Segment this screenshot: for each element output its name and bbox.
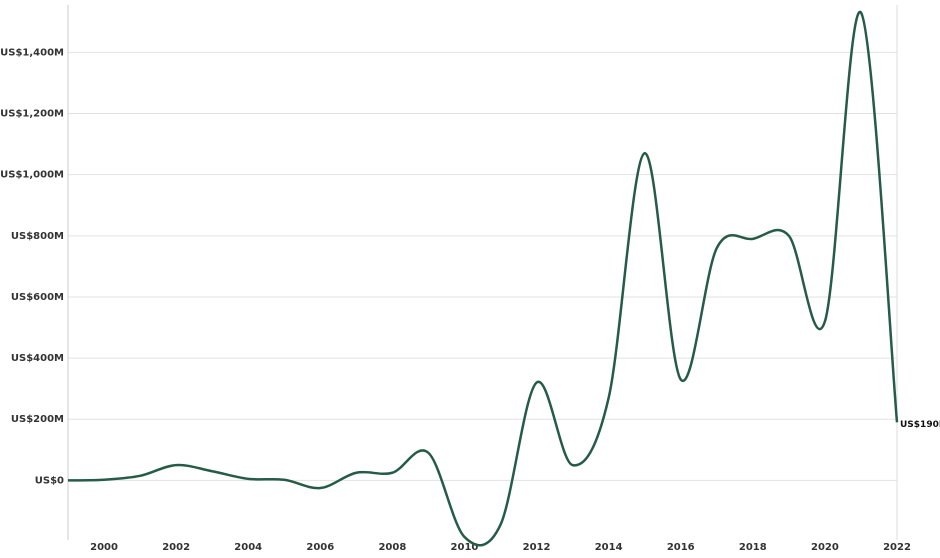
x-tick-label: 2014 bbox=[595, 542, 623, 553]
x-tick-label: 2000 bbox=[90, 542, 118, 553]
x-tick-label: 2018 bbox=[739, 542, 767, 553]
x-tick-label: 2008 bbox=[378, 542, 406, 553]
x-tick-label: 2006 bbox=[306, 542, 334, 553]
y-tick-label: US$200M bbox=[11, 414, 64, 425]
y-tick-label: US$800M bbox=[11, 231, 64, 242]
x-tick-label: 2022 bbox=[883, 542, 911, 553]
x-tick-label: 2010 bbox=[451, 542, 479, 553]
end-label: US$190M bbox=[900, 420, 940, 430]
y-tick-label: US$0 bbox=[35, 475, 64, 486]
x-tick-label: 2020 bbox=[811, 542, 839, 553]
line-series bbox=[67, 11, 899, 547]
y-tick-label: US$1,000M bbox=[0, 170, 64, 181]
x-tick-label: 2016 bbox=[667, 542, 695, 553]
x-tick-label: 2012 bbox=[523, 542, 551, 553]
y-tick-label: US$1,200M bbox=[0, 109, 64, 120]
y-tick-label: US$1,400M bbox=[0, 47, 64, 58]
x-tick-label: 2004 bbox=[234, 542, 262, 553]
x-tick-label: 2002 bbox=[162, 542, 190, 553]
y-tick-label: US$600M bbox=[11, 292, 64, 303]
y-tick-label: US$400M bbox=[11, 353, 64, 364]
